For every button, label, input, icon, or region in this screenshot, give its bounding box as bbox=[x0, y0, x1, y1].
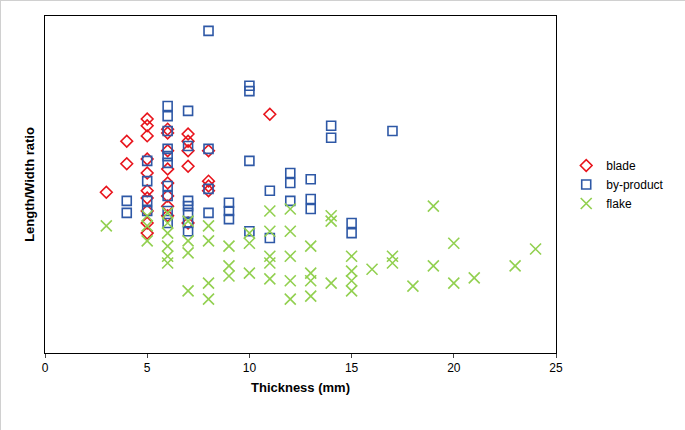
svg-text:Thickness (mm): Thickness (mm) bbox=[251, 380, 350, 395]
svg-text:10: 10 bbox=[243, 361, 257, 375]
svg-text:by-product: by-product bbox=[606, 178, 663, 192]
svg-text:20: 20 bbox=[447, 361, 461, 375]
svg-text:Length/Width ratio: Length/Width ratio bbox=[22, 127, 37, 242]
svg-text:blade: blade bbox=[606, 159, 636, 173]
svg-text:0: 0 bbox=[42, 361, 49, 375]
svg-text:25: 25 bbox=[549, 361, 563, 375]
svg-text:flake: flake bbox=[606, 197, 632, 211]
svg-text:15: 15 bbox=[345, 361, 359, 375]
svg-text:5: 5 bbox=[144, 361, 151, 375]
